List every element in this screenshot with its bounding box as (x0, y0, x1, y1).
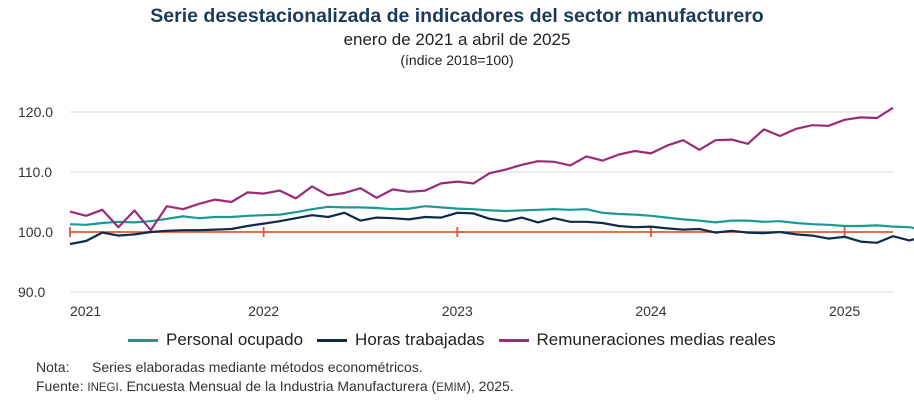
series-line-1 (69, 205, 914, 230)
source-text: . Encuesta Mensual de la Industria Manuf… (118, 378, 437, 394)
x-tick-label: 2022 (248, 303, 279, 319)
source-label: Fuente: (36, 378, 84, 394)
note-row: Nota: Series elaboradas mediante métodos … (36, 358, 514, 377)
y-tick-label: 110.0 (18, 164, 52, 180)
note-text: Series elaboradas mediante métodos econo… (92, 359, 423, 375)
source-org: INEGI (87, 382, 119, 394)
legend-label-horas-trabajadas: Horas trabajadas (355, 330, 485, 349)
note-label: Nota: (36, 359, 70, 375)
legend-swatch-personal-ocupado (128, 338, 158, 342)
line-chart: 90.0 100.0 110.0 120.0 2021 2022 2023 2024 2025 (18, 104, 914, 319)
x-tick-label: 2021 (70, 303, 101, 319)
source-end: ), 2025. (466, 378, 514, 394)
legend-item-personal-ocupado: Personal ocupado (128, 330, 303, 350)
footnotes: Nota: Series elaboradas mediante métodos … (36, 358, 514, 398)
series-line-3 (69, 106, 894, 232)
source-row: Fuente: INEGI. Encuesta Mensual de la In… (36, 377, 514, 398)
legend-label-remuneraciones: Remuneraciones medias reales (536, 330, 776, 349)
legend-item-horas-trabajadas: Horas trabajadas (317, 330, 485, 350)
source-abbr: EMIM (436, 382, 467, 394)
x-tick-label: 2025 (829, 303, 860, 319)
legend-label-personal-ocupado: Personal ocupado (166, 330, 304, 349)
legend-swatch-horas-trabajadas (317, 338, 348, 342)
legend-swatch-remuneraciones (498, 338, 529, 342)
y-tick-label: 100.0 (18, 224, 53, 240)
x-tick-label: 2024 (635, 303, 666, 319)
chart-unit: (índice 2018=100) (400, 52, 514, 68)
chart-subtitle: enero de 2021 a abril de 2025 (343, 30, 571, 49)
y-tick-label: 120.0 (18, 104, 53, 120)
series-line-2 (69, 211, 914, 246)
legend-item-remuneraciones: Remuneraciones medias reales (498, 330, 776, 350)
x-tick-label: 2023 (442, 303, 473, 319)
legend: Personal ocupado Horas trabajadas Remune… (128, 330, 790, 350)
chart-title: Serie desestacionalizada de indicadores … (150, 5, 764, 27)
y-tick-label: 90.0 (18, 284, 45, 300)
